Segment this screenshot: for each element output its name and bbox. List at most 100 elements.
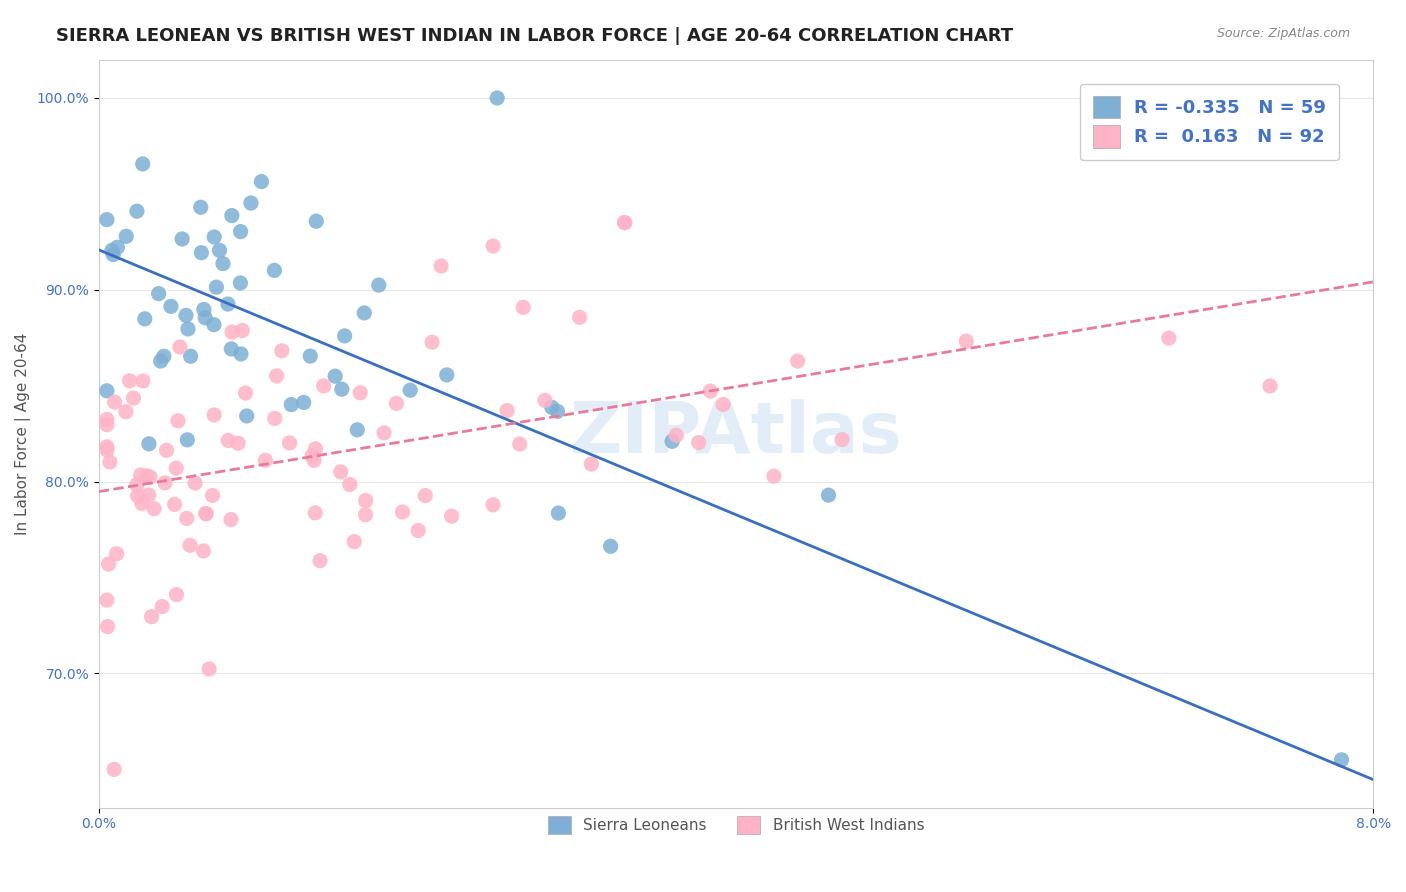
Sierra Leoneans [546, 404, 568, 418]
British West Indians [166, 588, 188, 602]
British West Indians [391, 505, 413, 519]
British West Indians [176, 511, 198, 525]
British West Indians [413, 489, 436, 503]
British West Indians [226, 436, 249, 450]
British West Indians [231, 323, 253, 337]
Y-axis label: In Labor Force | Age 20-64: In Labor Force | Age 20-64 [15, 333, 31, 535]
British West Indians [132, 374, 155, 388]
British West Indians [430, 259, 453, 273]
British West Indians [613, 216, 636, 230]
British West Indians [254, 453, 277, 467]
Sierra Leoneans [1330, 753, 1353, 767]
Sierra Leoneans [190, 200, 212, 214]
Text: SIERRA LEONEAN VS BRITISH WEST INDIAN IN LABOR FORCE | AGE 20-64 CORRELATION CHA: SIERRA LEONEAN VS BRITISH WEST INDIAN IN… [56, 27, 1014, 45]
Sierra Leoneans [599, 539, 621, 553]
British West Indians [129, 468, 152, 483]
Sierra Leoneans [190, 245, 212, 260]
Sierra Leoneans [96, 384, 118, 398]
British West Indians [339, 477, 361, 491]
Text: Source: ZipAtlas.com: Source: ZipAtlas.com [1216, 27, 1350, 40]
Sierra Leoneans [436, 368, 458, 382]
British West Indians [153, 475, 176, 490]
British West Indians [512, 301, 534, 315]
Sierra Leoneans [96, 212, 118, 227]
Sierra Leoneans [125, 204, 148, 219]
Sierra Leoneans [193, 302, 215, 317]
Sierra Leoneans [367, 278, 389, 293]
British West Indians [97, 557, 120, 571]
British West Indians [304, 506, 326, 520]
British West Indians [266, 368, 288, 383]
Sierra Leoneans [202, 230, 225, 244]
Legend: Sierra Leoneans, British West Indians: Sierra Leoneans, British West Indians [537, 805, 935, 845]
British West Indians [270, 343, 292, 358]
British West Indians [122, 391, 145, 405]
Sierra Leoneans [103, 247, 125, 261]
British West Indians [420, 335, 443, 350]
British West Indians [155, 443, 177, 458]
British West Indians [786, 354, 808, 368]
British West Indians [198, 662, 221, 676]
British West Indians [309, 554, 332, 568]
Sierra Leoneans [172, 232, 194, 246]
British West Indians [955, 334, 977, 348]
British West Indians [219, 512, 242, 526]
British West Indians [115, 405, 138, 419]
Sierra Leoneans [299, 349, 322, 363]
Sierra Leoneans [884, 810, 907, 824]
Sierra Leoneans [217, 297, 239, 311]
British West Indians [104, 395, 127, 409]
British West Indians [96, 412, 118, 426]
British West Indians [194, 507, 217, 521]
British West Indians [301, 449, 323, 463]
British West Indians [496, 403, 519, 417]
British West Indians [118, 374, 141, 388]
Sierra Leoneans [229, 225, 252, 239]
Sierra Leoneans [399, 383, 422, 397]
British West Indians [125, 477, 148, 491]
British West Indians [278, 436, 301, 450]
British West Indians [169, 340, 191, 354]
British West Indians [354, 493, 377, 508]
British West Indians [202, 408, 225, 422]
Sierra Leoneans [239, 196, 262, 211]
British West Indians [304, 442, 326, 456]
British West Indians [143, 501, 166, 516]
British West Indians [179, 538, 201, 552]
British West Indians [1157, 331, 1180, 345]
Sierra Leoneans [205, 280, 228, 294]
British West Indians [150, 599, 173, 614]
British West Indians [135, 468, 157, 483]
Sierra Leoneans [177, 322, 200, 336]
Sierra Leoneans [547, 506, 569, 520]
British West Indians [235, 386, 257, 401]
Sierra Leoneans [305, 214, 328, 228]
British West Indians [613, 216, 636, 230]
Sierra Leoneans [208, 244, 231, 258]
British West Indians [343, 534, 366, 549]
British West Indians [568, 310, 591, 325]
British West Indians [354, 508, 377, 522]
British West Indians [482, 239, 505, 253]
Text: ZIPAtlas: ZIPAtlas [569, 400, 903, 468]
Sierra Leoneans [323, 369, 346, 384]
British West Indians [96, 442, 118, 457]
British West Indians [699, 384, 721, 398]
Sierra Leoneans [229, 347, 252, 361]
Sierra Leoneans [202, 318, 225, 332]
British West Indians [96, 619, 118, 633]
British West Indians [509, 437, 531, 451]
British West Indians [184, 476, 207, 491]
British West Indians [127, 489, 149, 503]
Sierra Leoneans [486, 91, 509, 105]
British West Indians [665, 428, 688, 442]
British West Indians [217, 434, 239, 448]
Sierra Leoneans [221, 342, 243, 356]
Sierra Leoneans [263, 263, 285, 277]
British West Indians [406, 524, 429, 538]
British West Indians [688, 435, 710, 450]
British West Indians [138, 488, 160, 502]
British West Indians [312, 379, 335, 393]
Sierra Leoneans [115, 229, 138, 244]
Sierra Leoneans [180, 349, 202, 363]
